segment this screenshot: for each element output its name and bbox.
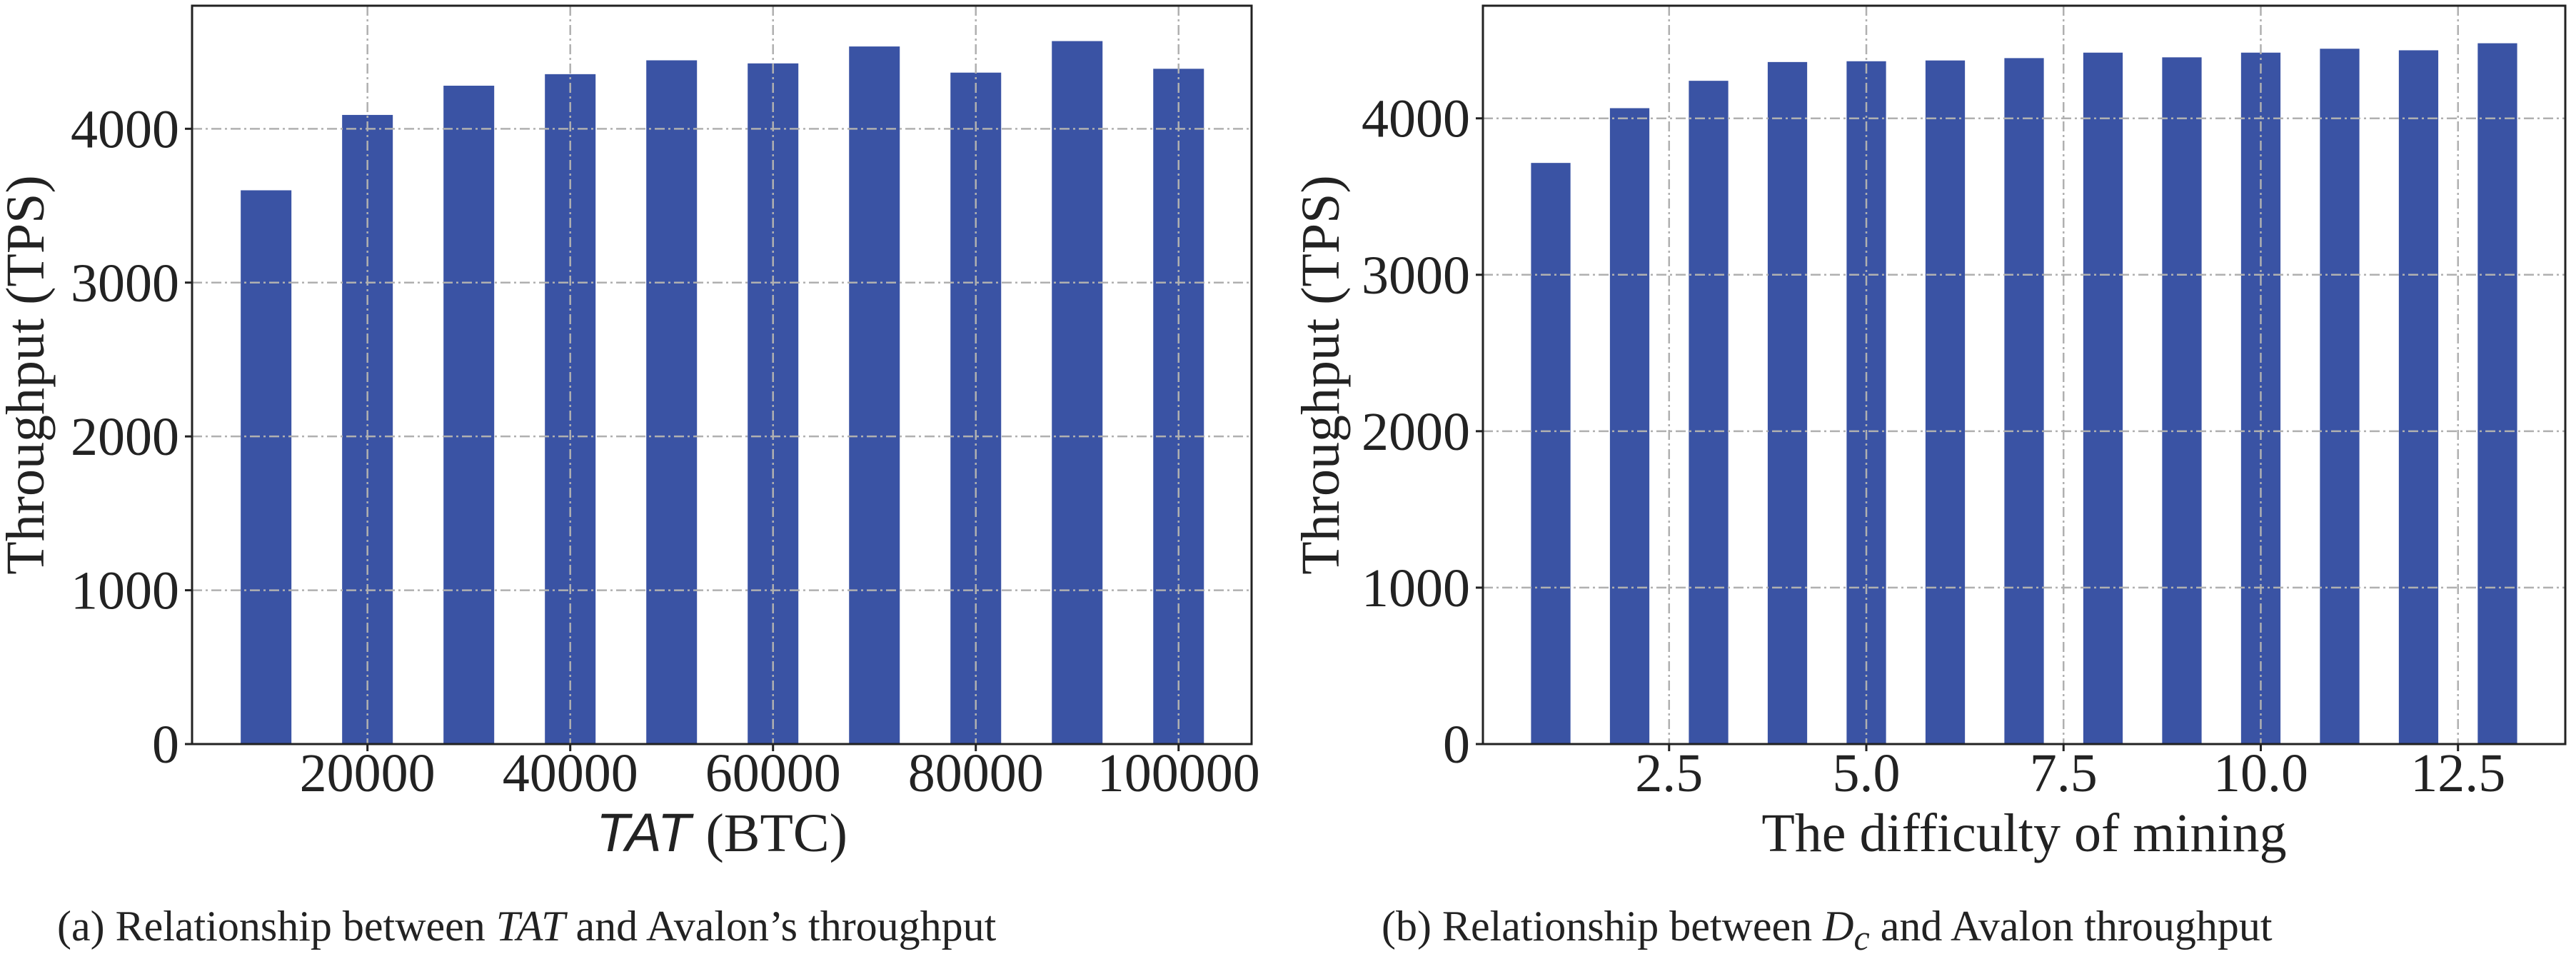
x-tick-label: 60000	[705, 743, 841, 803]
bar	[241, 190, 292, 744]
caption-a-var: TAT	[495, 903, 565, 950]
x-axis-label: The difficulty of mining	[1761, 803, 2286, 863]
bar	[2004, 58, 2044, 745]
caption-b-prefix: (b) Relationship between	[1382, 903, 1823, 950]
bar	[1767, 61, 1808, 745]
bar	[2477, 43, 2517, 744]
bar	[2398, 50, 2439, 744]
caption-a-prefix: (a) Relationship between	[57, 903, 496, 950]
y-tick-label: 1000	[1362, 558, 1470, 618]
y-tick-label: 2000	[1362, 402, 1470, 462]
axes-frame	[1481, 4, 2567, 745]
bar	[443, 86, 495, 745]
bar	[1531, 163, 1571, 744]
chart-a: 0 1000 2000 3000 4000 20000 40000 60000 80000 100…	[0, 4, 1260, 863]
y-tick-label: 4000	[71, 99, 179, 159]
chart-b: 0 1000 2000 3000 4000 2.5 5.0 7.5 10.0 12.5 Throug…	[1291, 4, 2567, 863]
y-axis-label: Throughput (TPS)	[0, 175, 56, 574]
x-tick-label: 20000	[300, 743, 436, 803]
caption-b-var: D	[1823, 903, 1854, 950]
bar	[849, 46, 900, 744]
x-axis-label-var: TAT	[596, 803, 705, 863]
bar	[1925, 60, 1966, 745]
x-tick-label: 80000	[908, 743, 1044, 803]
x-tick-label: 5.0	[1833, 743, 1901, 803]
y-tick-label: 3000	[71, 253, 179, 313]
y-tick-label: 2000	[71, 407, 179, 467]
x-tick-label: 2.5	[1635, 743, 1703, 803]
caption-a-suffix: and Avalon’s throughput	[565, 903, 997, 950]
y-tick-label: 3000	[1362, 246, 1470, 306]
y-tick-label: 0	[152, 715, 179, 775]
caption-b-suffix: and Avalon throughput	[1869, 903, 2273, 950]
y-tick-label: 1000	[71, 561, 179, 621]
x-tick-label: 100000	[1097, 743, 1260, 803]
y-tick-label: 4000	[1362, 89, 1470, 149]
x-tick-label: 12.5	[2410, 743, 2505, 803]
bar	[2320, 49, 2360, 744]
bar	[1052, 41, 1103, 744]
bar	[2083, 52, 2123, 744]
y-tick-label: 0	[1443, 715, 1470, 775]
bar	[1609, 108, 1650, 745]
x-tick-label: 7.5	[2030, 743, 2098, 803]
caption-a: (a) Relationship between TAT and Avalon’…	[57, 901, 996, 951]
bar	[1689, 81, 1729, 745]
y-axis-label: Throughput (TPS)	[1291, 175, 1351, 574]
x-axis-label: TAT (BTC)	[596, 803, 847, 863]
axes-frame	[191, 4, 1253, 745]
x-tick-label: 40000	[503, 743, 638, 803]
caption-b-var-sub: c	[1853, 918, 1870, 958]
bar	[2162, 57, 2202, 745]
caption-b: (b) Relationship between Dc and Avalon t…	[1382, 901, 2273, 963]
x-tick-label: 10.0	[2213, 743, 2308, 803]
bar	[646, 60, 698, 745]
x-axis-label-unit: (BTC)	[705, 803, 847, 863]
